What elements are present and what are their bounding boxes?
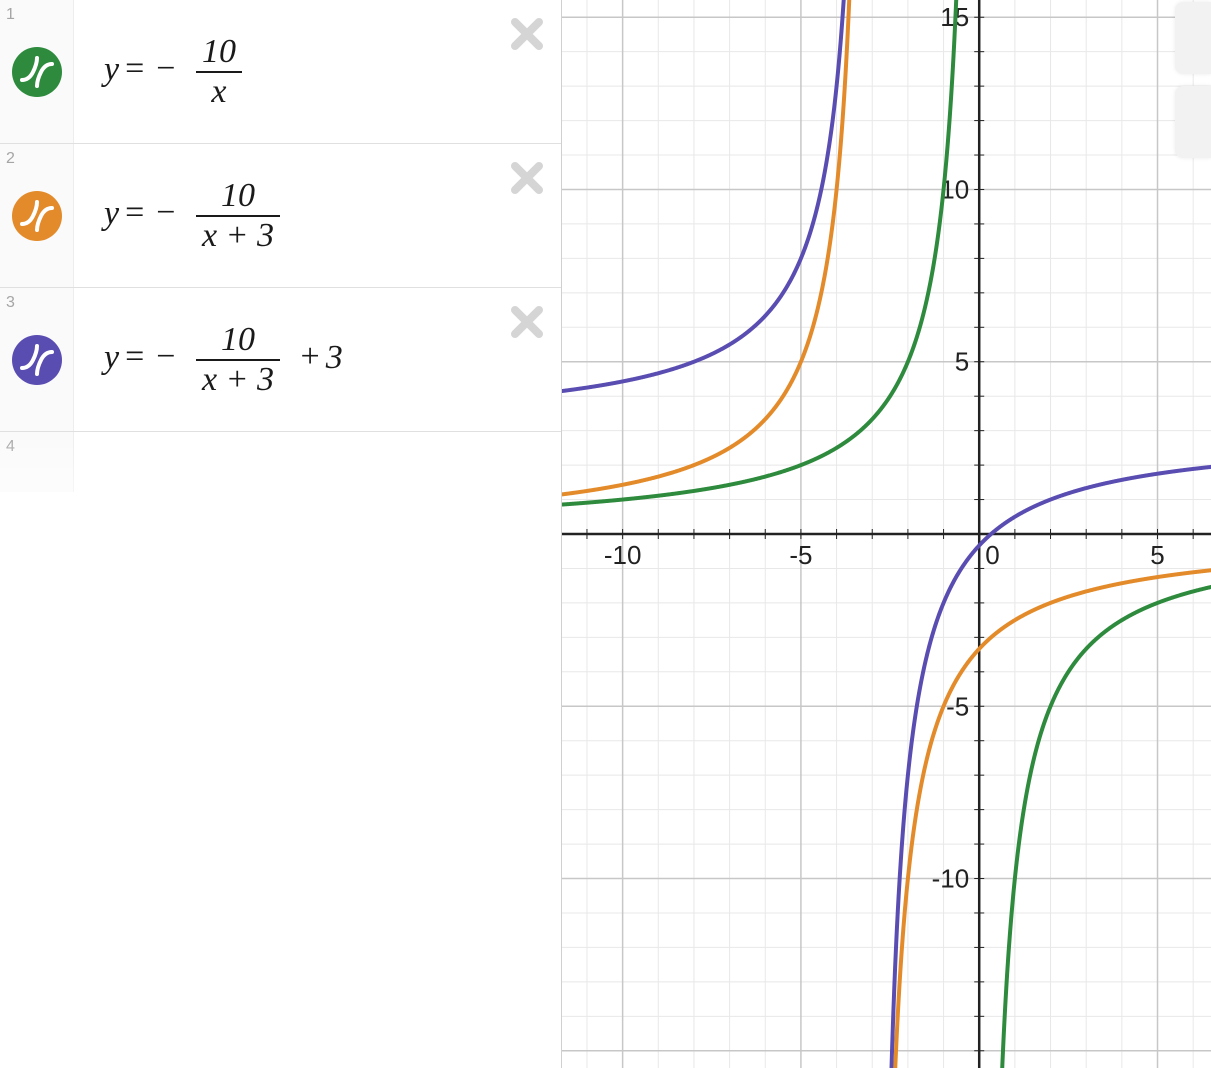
delete-expression-icon[interactable] — [509, 160, 545, 196]
fraction-denominator: x + 3 — [196, 361, 280, 399]
svg-text:-5: -5 — [789, 540, 812, 570]
expression-index: 4 — [6, 438, 15, 456]
expression-list: 1 y=− 10x 2 — [0, 0, 562, 1068]
fraction-denominator: x — [196, 73, 242, 111]
expression-offset: 3 — [326, 338, 343, 375]
side-handle-icon[interactable] — [1175, 86, 1211, 158]
side-handle-icon[interactable] — [1175, 2, 1211, 74]
fraction-denominator: x + 3 — [196, 217, 280, 255]
fraction-numerator: 10 — [196, 33, 242, 73]
expression-index: 1 — [6, 6, 15, 24]
expression-formula[interactable]: y=− 10x — [74, 13, 561, 131]
curve-toggle-icon[interactable] — [12, 47, 62, 97]
fraction-numerator: 10 — [196, 321, 280, 361]
expression-row[interactable]: 2 y=− 10x + 3 — [0, 144, 561, 288]
expression-formula[interactable]: y=− 10x + 3 +3 — [74, 301, 561, 419]
expression-row[interactable]: 1 y=− 10x — [0, 0, 561, 144]
expression-index: 2 — [6, 150, 15, 168]
expression-formula[interactable]: y=− 10x + 3 — [74, 157, 561, 275]
expression-formula-empty[interactable] — [74, 442, 561, 482]
expression-row-empty[interactable]: 4 — [0, 432, 561, 492]
expression-index: 3 — [6, 294, 15, 312]
fraction-numerator: 10 — [196, 177, 280, 217]
graph-panel[interactable]: -10-505-10-551015 — [562, 0, 1211, 1068]
svg-text:5: 5 — [955, 347, 969, 377]
list-fade — [0, 432, 561, 1068]
curve-toggle-icon[interactable] — [12, 335, 62, 385]
svg-text:-10: -10 — [604, 540, 642, 570]
svg-text:0: 0 — [985, 540, 999, 570]
expression-row[interactable]: 3 y=− 10x + 3 +3 — [0, 288, 561, 432]
svg-text:-10: -10 — [932, 864, 970, 894]
delete-expression-icon[interactable] — [509, 16, 545, 52]
svg-text:5: 5 — [1150, 540, 1164, 570]
graph-canvas[interactable]: -10-505-10-551015 — [562, 0, 1211, 1068]
curve-toggle-icon[interactable] — [12, 191, 62, 241]
delete-expression-icon[interactable] — [509, 304, 545, 340]
